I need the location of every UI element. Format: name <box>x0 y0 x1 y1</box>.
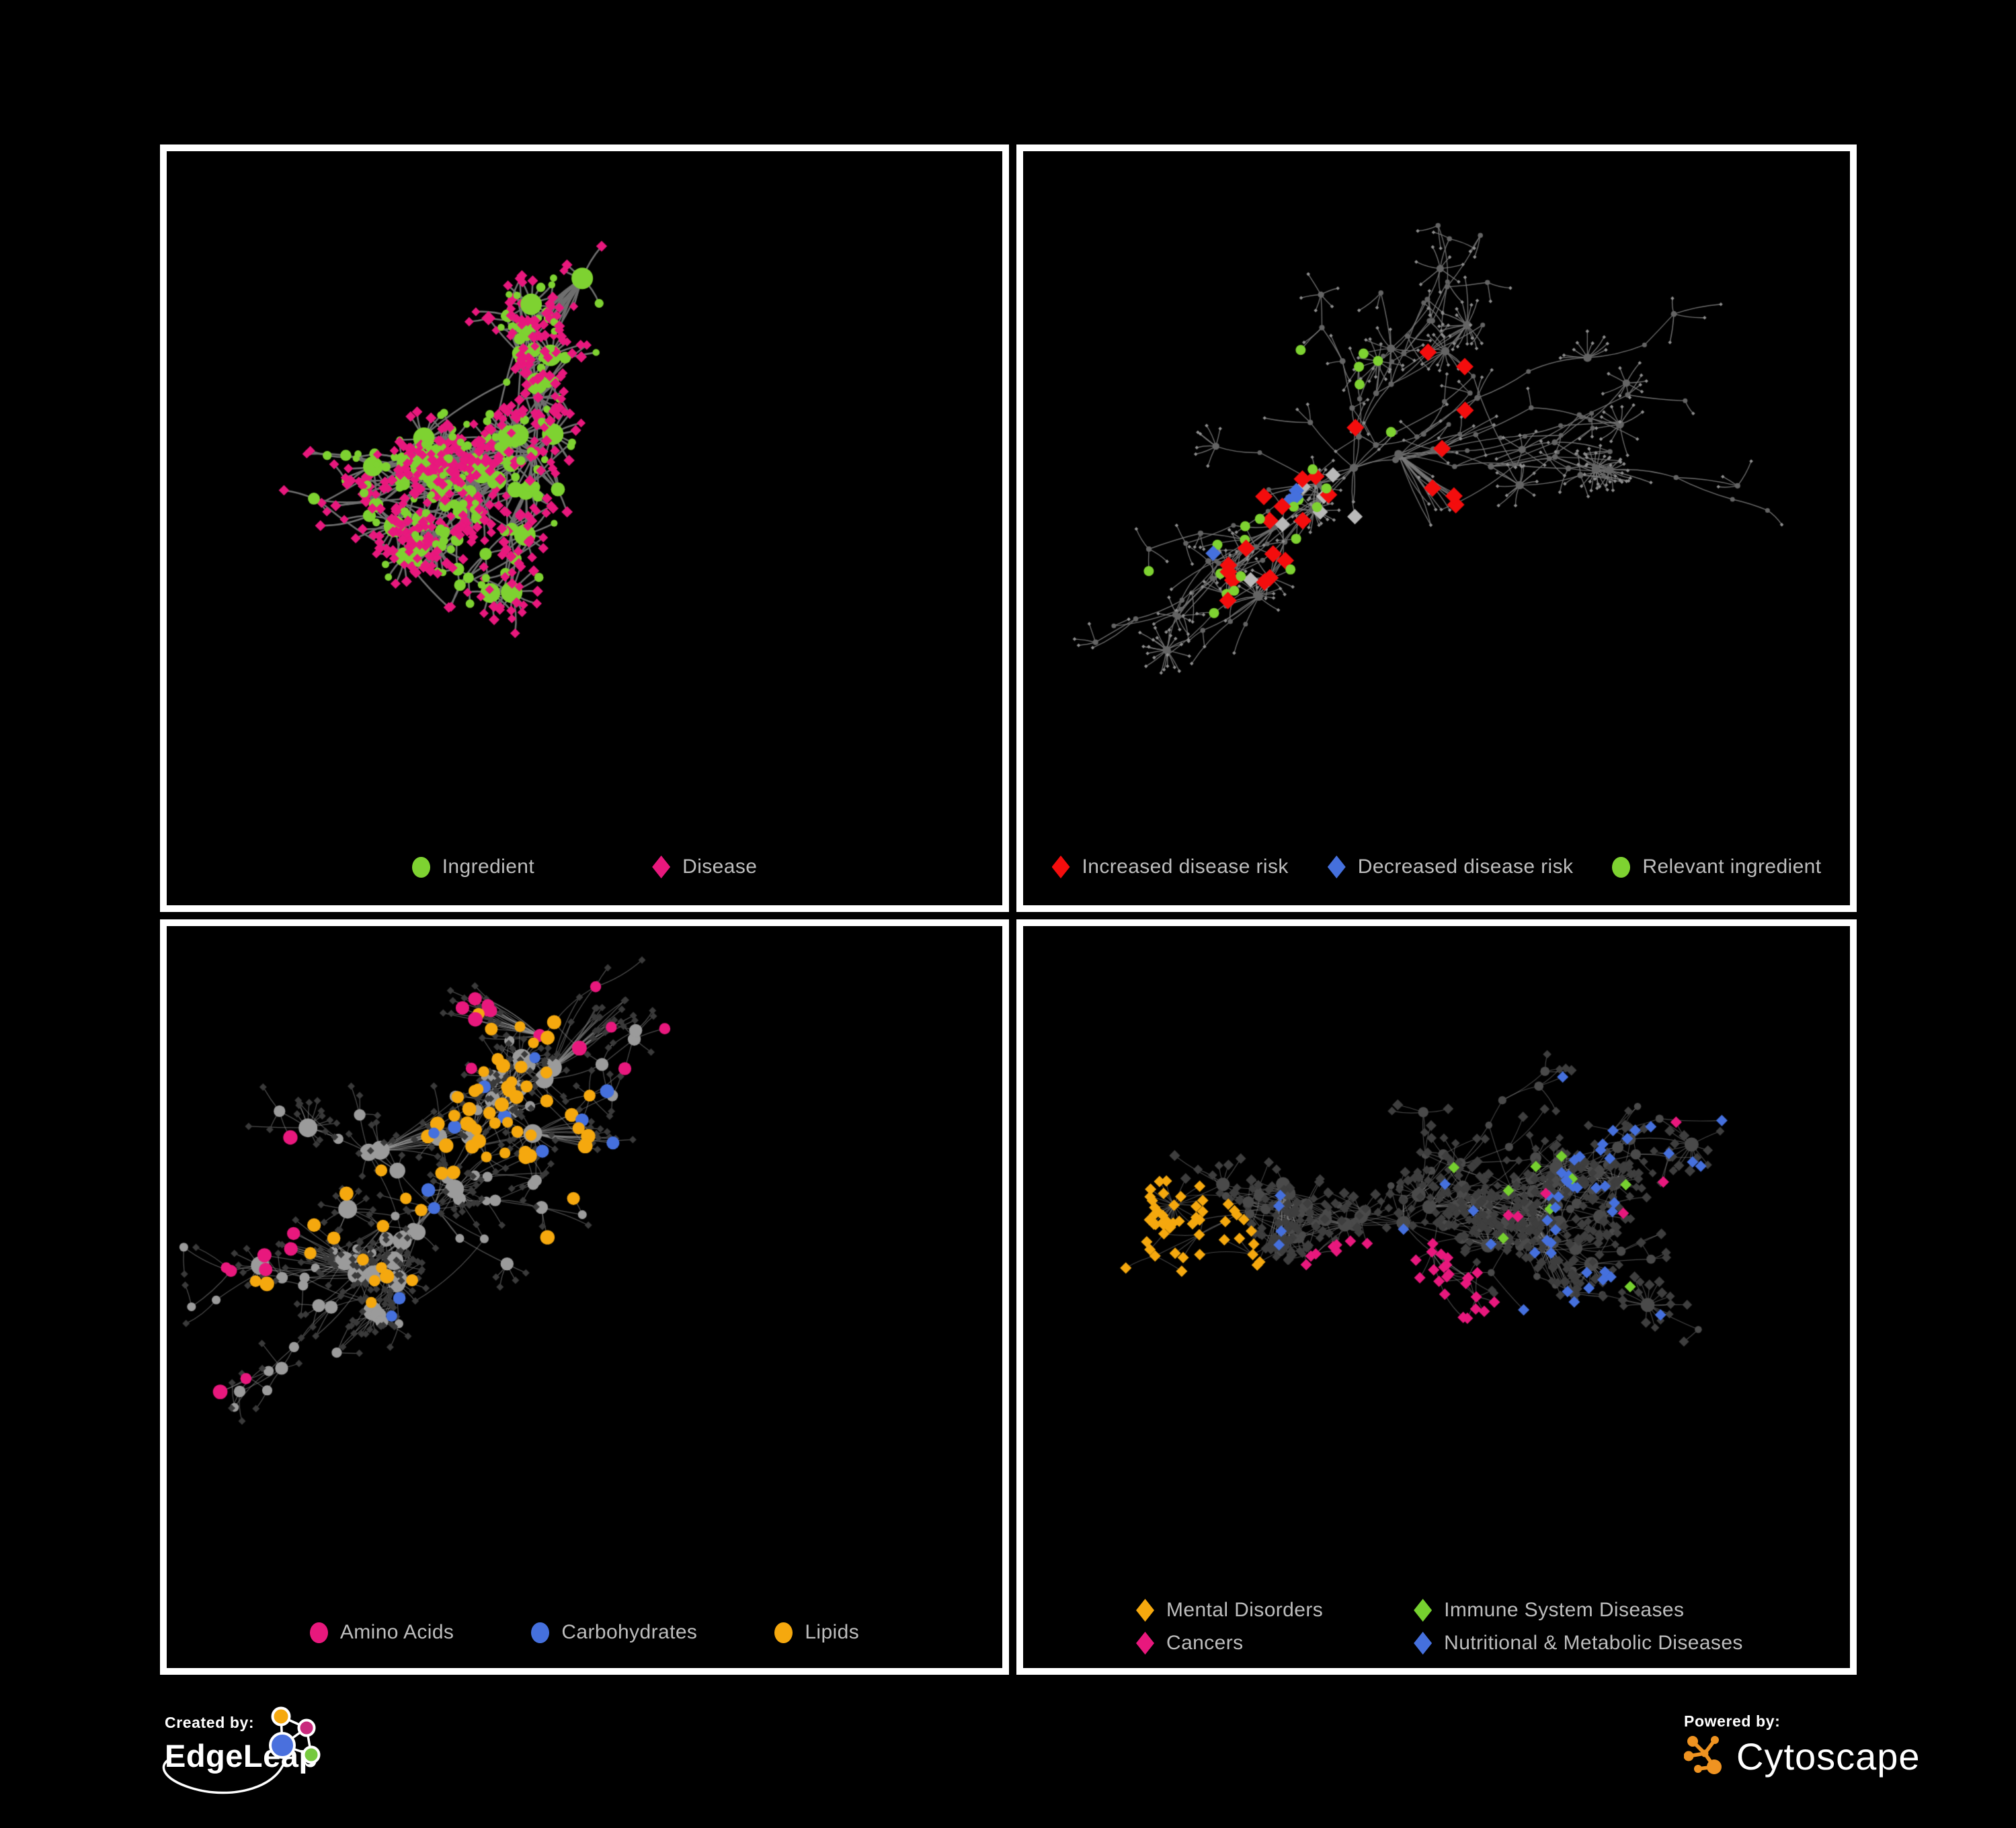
legend-item: Relevant ingredient <box>1612 856 1821 878</box>
legend-item: Amino Acids <box>309 1621 454 1644</box>
created-by-label: Created by: <box>165 1714 255 1731</box>
legend-label: Nutritional & Metabolic Diseases <box>1444 1632 1743 1654</box>
legend-swatch-diamond <box>1136 1632 1154 1655</box>
legend-ingredient-disease: Ingredient Disease <box>167 856 1002 878</box>
legend-item: Ingredient <box>411 856 535 878</box>
cytoscape-wordmark: Cytoscape <box>1736 1735 1921 1778</box>
panel-disease-class-network: Mental Disorders Immune System Diseases Ca… <box>1016 919 1857 1675</box>
legend-label: Carbohydrates <box>561 1621 698 1643</box>
legend-swatch-circle <box>1612 856 1631 878</box>
legend-item: Lipids <box>774 1621 859 1644</box>
legend-swatch-diamond <box>652 856 671 878</box>
legend-item: Cancers <box>1136 1632 1323 1655</box>
legend-item: Immune System Diseases <box>1414 1599 1743 1622</box>
legend-swatch-diamond <box>1414 1599 1433 1622</box>
legend-swatch-diamond <box>1327 856 1346 878</box>
edgeleap-credit: Created by: EdgeLeap <box>162 1706 407 1828</box>
disease-risk-network-canvas <box>1023 151 1850 905</box>
legend-nutrient-classes: Amino Acids Carbohydrates Lipids <box>167 1621 1002 1644</box>
legend-swatch-circle <box>309 1622 328 1643</box>
legend-label: Decreased disease risk <box>1357 856 1574 878</box>
disease-class-network-canvas <box>1023 926 1850 1668</box>
legend-disease-classes: Mental Disorders Immune System Diseases Ca… <box>1023 1599 1850 1655</box>
cytoscape-brand-row: Cytoscape <box>1684 1735 1993 1778</box>
legend-item: Mental Disorders <box>1136 1599 1323 1622</box>
legend-swatch-diamond <box>1051 856 1070 878</box>
panel-nutrient-class-network: Amino Acids Carbohydrates Lipids <box>160 919 1009 1675</box>
legend-item: Increased disease risk <box>1051 856 1289 878</box>
legend-swatch-diamond <box>1414 1632 1433 1655</box>
legend-label: Mental Disorders <box>1166 1599 1324 1621</box>
legend-item: Carbohydrates <box>531 1621 697 1644</box>
legend-label: Increased disease risk <box>1082 856 1289 878</box>
cytoscape-credit: Powered by: Cytoscape <box>1684 1712 1993 1813</box>
legend-swatch-circle <box>531 1622 550 1643</box>
nutrient-class-network-canvas <box>167 926 1002 1668</box>
legend-disease-risk: Increased disease risk Decreased disease … <box>1023 856 1850 878</box>
legend-item: Disease <box>652 856 757 878</box>
powered-by-label: Powered by: <box>1684 1712 1781 1730</box>
legend-label: Cancers <box>1166 1632 1244 1654</box>
legend-label: Immune System Diseases <box>1444 1599 1685 1621</box>
legend-label: Lipids <box>805 1621 860 1643</box>
legend-swatch-circle <box>774 1622 793 1643</box>
legend-item: Decreased disease risk <box>1327 856 1574 878</box>
legend-item: Nutritional & Metabolic Diseases <box>1414 1632 1743 1655</box>
legend-label: Amino Acids <box>339 1621 454 1643</box>
legend-label: Disease <box>682 856 758 878</box>
legend-swatch-diamond <box>1136 1599 1154 1622</box>
panel-disease-risk-network: Increased disease risk Decreased disease … <box>1016 144 1857 912</box>
panel-ingredient-disease-network: Ingredient Disease <box>160 144 1009 912</box>
cytoscape-logo-icon <box>1684 1735 1722 1774</box>
edgeleap-wordmark: EdgeLeap <box>165 1738 319 1774</box>
ingredient-disease-network-canvas <box>167 151 1002 905</box>
legend-label: Ingredient <box>442 856 535 878</box>
legend-label: Relevant ingredient <box>1642 856 1822 878</box>
legend-swatch-circle <box>411 856 430 878</box>
